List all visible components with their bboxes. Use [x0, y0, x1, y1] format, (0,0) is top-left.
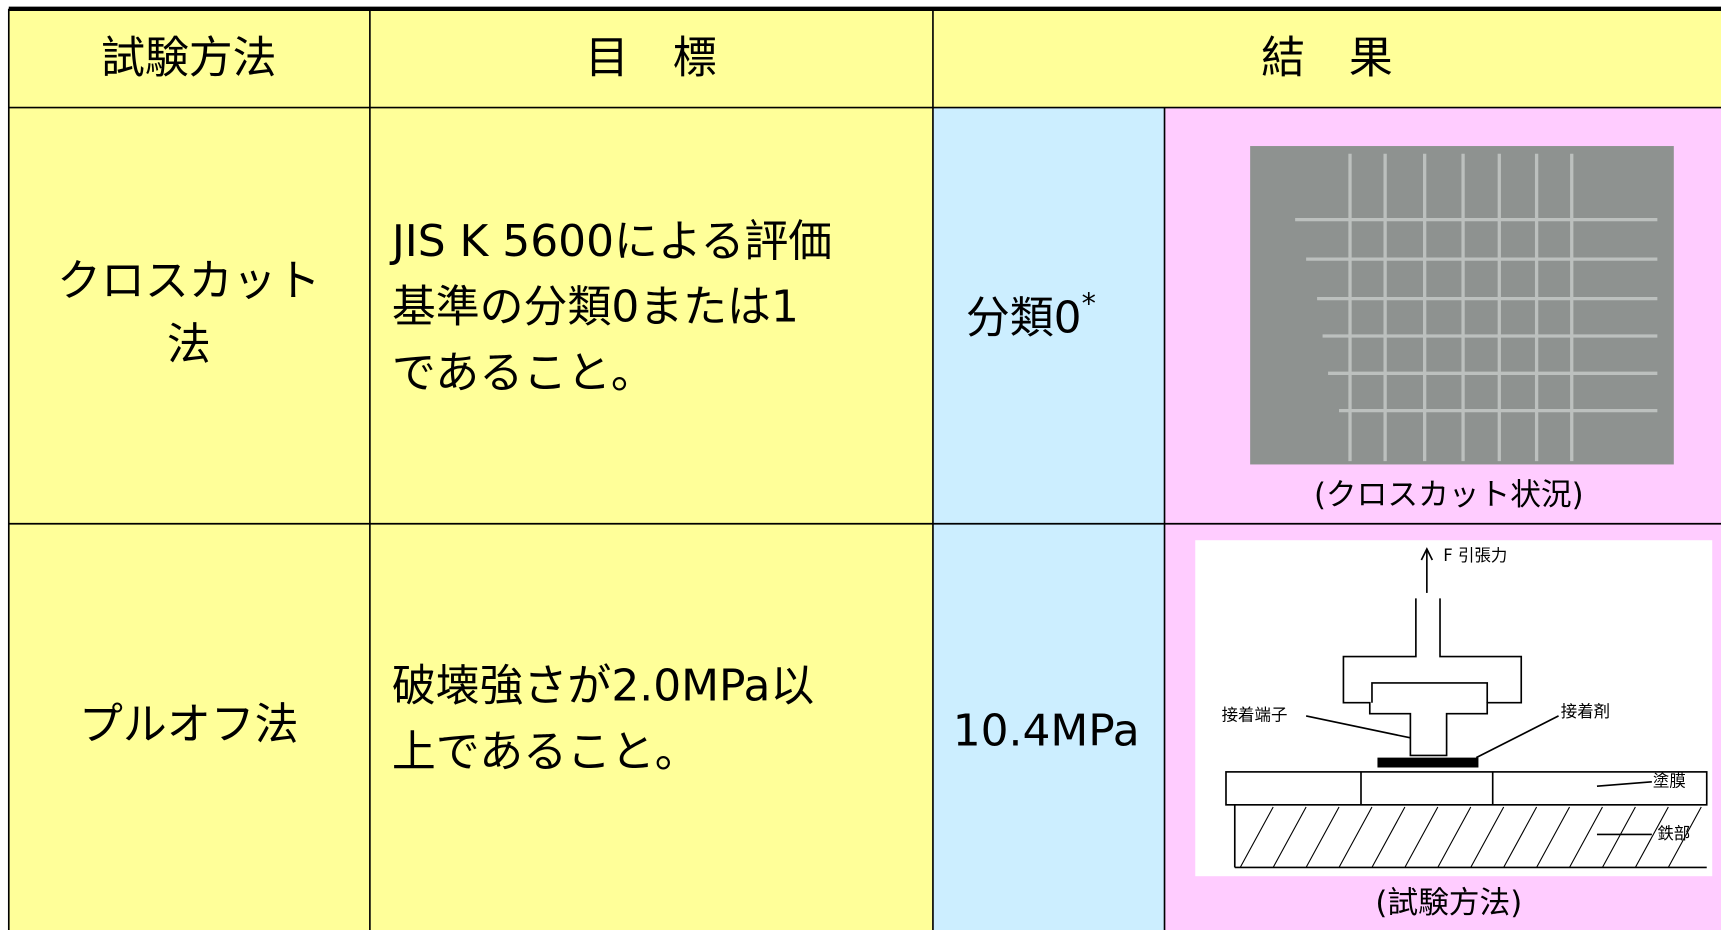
diagram-label: 接着端子	[1222, 705, 1288, 724]
diagram-label: F 引張力	[1443, 546, 1507, 565]
cell-bg	[932, 107, 1165, 930]
header-cell: 結 果	[1261, 32, 1393, 83]
crosscut-photo	[1250, 146, 1674, 465]
pulloff-diagram: F 引張力 接着端子 接着剤 塗膜 鉄部	[1195, 540, 1713, 877]
header-bg	[8, 8, 1721, 108]
result-text: 分類0	[966, 293, 1082, 344]
target-line: 基準の分類0または1	[392, 282, 799, 333]
result: 分類0*	[966, 287, 1096, 343]
caption: (試験方法)	[1375, 885, 1522, 921]
cell-bg	[8, 107, 933, 930]
diagram-label: 接着剤	[1561, 702, 1610, 721]
target-line: JIS K 5600による評価	[389, 216, 832, 267]
method-line: プルオフ法	[79, 699, 298, 750]
method-line: クロスカット	[57, 255, 320, 306]
result: 10.4MPa	[953, 705, 1140, 756]
header-cell: 目 標	[585, 32, 717, 83]
target-line: 上であること。	[392, 726, 699, 777]
caption: (クロスカット状況)	[1314, 477, 1584, 513]
target-line: であること。	[392, 348, 655, 399]
borders	[7, 6, 1721, 930]
header-cell: 試験方法	[101, 32, 277, 83]
method-line: 法	[167, 319, 211, 370]
result-note: *	[1082, 287, 1096, 320]
diagram-label: 鉄部	[1657, 824, 1690, 843]
diagram-label: 塗膜	[1653, 771, 1686, 790]
target-line: 破壊強さが2.0MPa以	[392, 660, 814, 711]
